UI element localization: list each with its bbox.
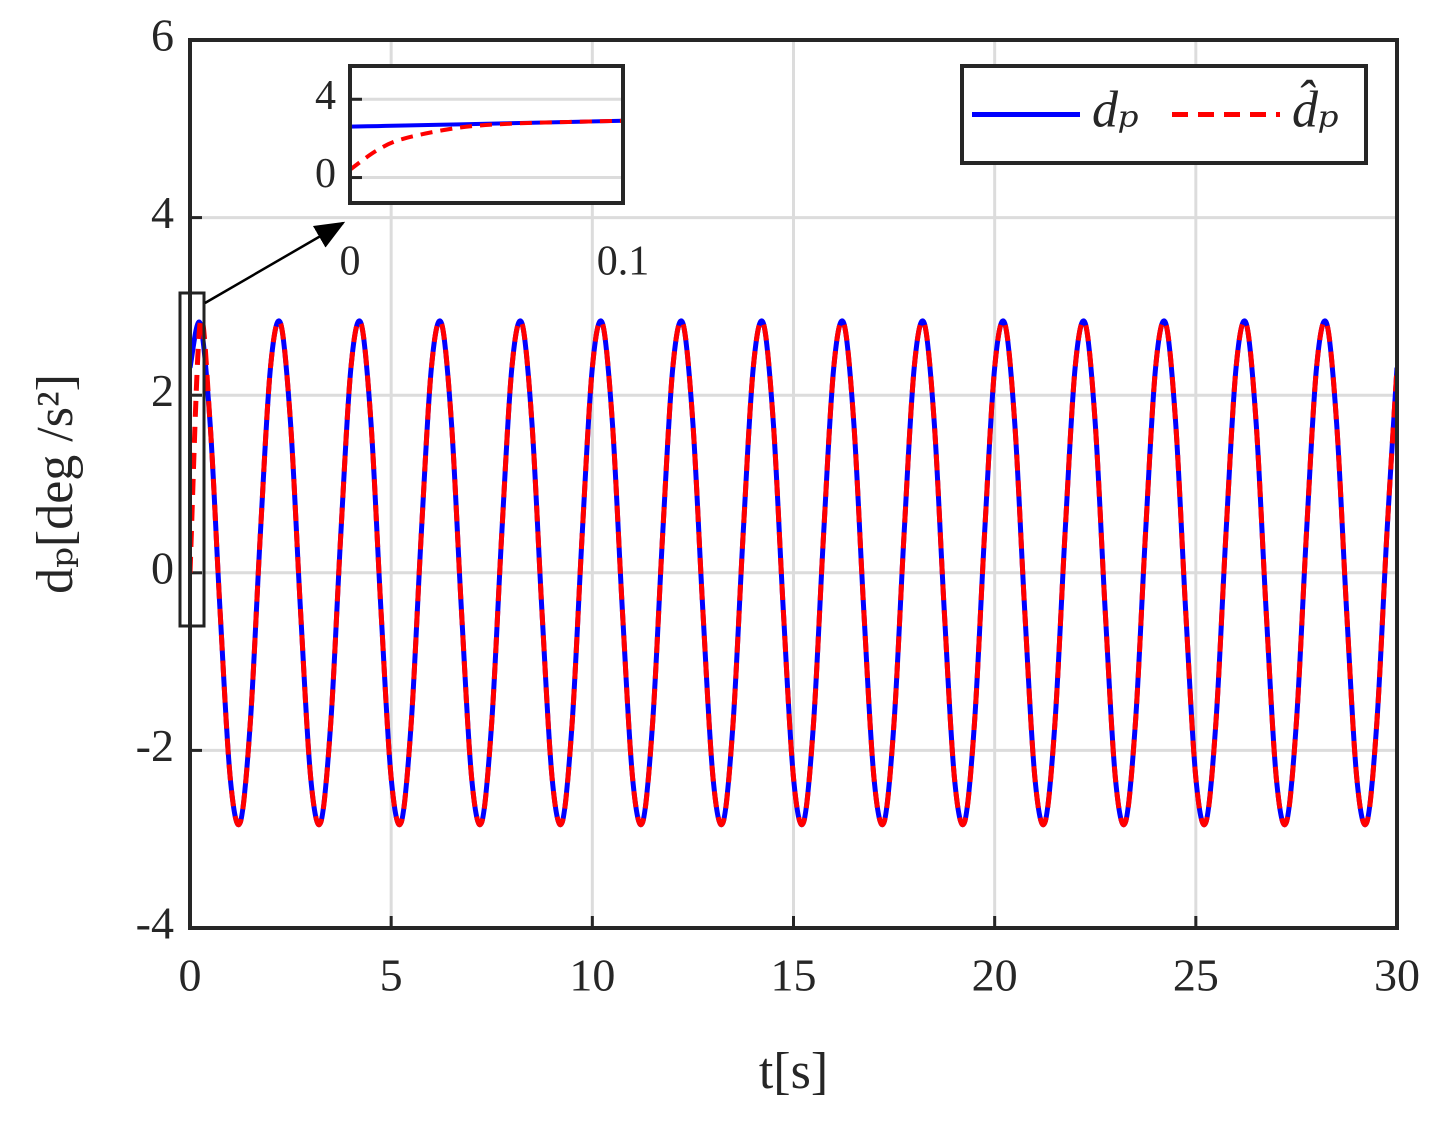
y-axis-label: dₚ[deg /s²] [27,374,84,594]
zoom-region [178,291,206,628]
y-tick-label: 6 [151,10,174,61]
x-tick-label: 0 [179,950,202,1001]
y-tick-label: 2 [151,365,174,416]
series-line [190,316,1397,828]
legend-label: d̂ₚ [1292,79,1339,139]
plot-area [350,66,623,203]
x-tick-label: 20 [972,950,1018,1001]
x-tick-label: 15 [771,950,817,1001]
axes-frame [348,64,625,205]
x-tick-label: 25 [1173,950,1219,1001]
y-tick-label: 0 [151,542,174,593]
y-tick-label: 0 [315,151,336,197]
x-tick-label: 0 [340,239,361,285]
x-tick-label: 0.1 [597,239,650,285]
y-tick-label: 4 [151,187,174,238]
plot-layer: -4 -2 0 2 4 6 0 5 10 15 20 25 30 t[s] dₚ[deg /s²] dₚ d̂ₚ… [27,10,1420,1100]
x-axis-label: t[s] [759,1043,828,1100]
x-tick-label: 5 [380,950,403,1001]
y-tick-label: -2 [136,720,174,771]
y-tick-label: 4 [315,73,336,119]
axes-frame [188,38,1399,930]
x-tick-label: 10 [569,950,615,1001]
series-group [350,118,623,172]
series-group [190,316,1397,828]
x-tick-label: 30 [1374,950,1420,1001]
series-line [350,118,623,172]
zoom-arrow [204,221,346,305]
y-tick-label: -4 [136,898,174,949]
legend-label: dₚ [1092,81,1139,138]
